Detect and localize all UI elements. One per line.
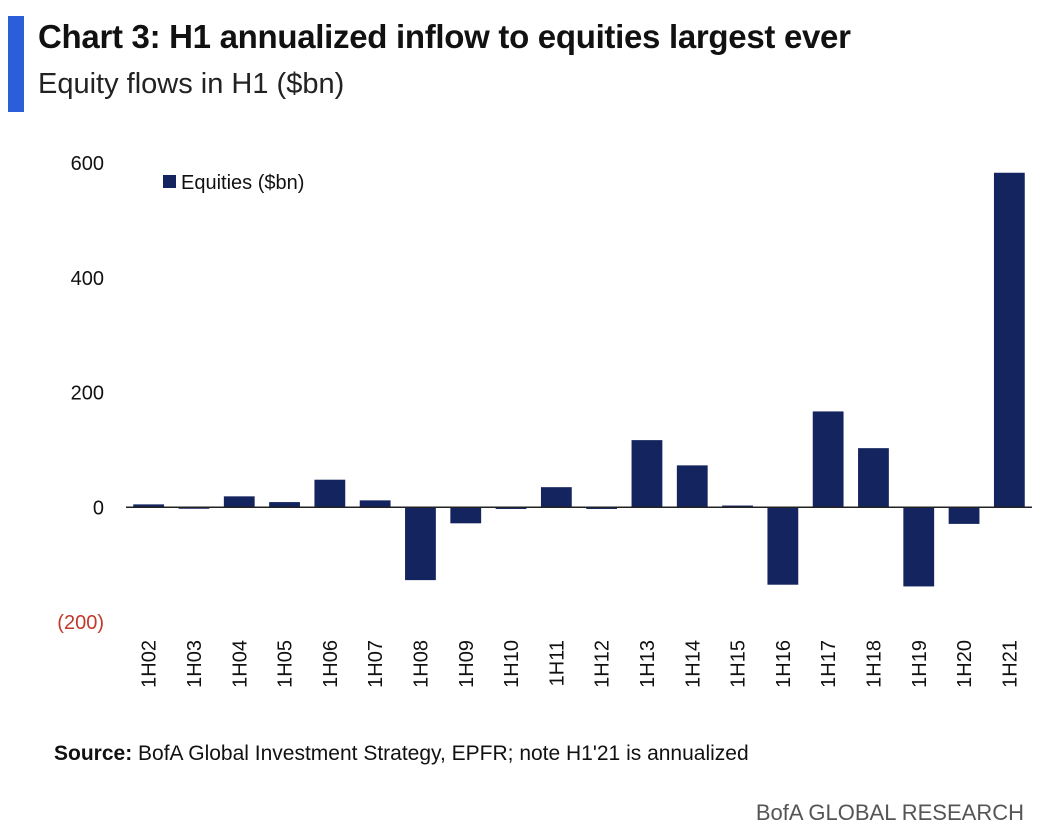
bar-1h10 [495,507,527,509]
bar-1h13 [631,440,663,508]
x-tick-label: 1H07 [365,640,387,688]
bar-1h06 [314,479,346,508]
x-tick-label: 1H15 [728,640,750,688]
x-tick-label: 1H06 [320,640,342,688]
bar-1h16 [767,507,799,585]
y-tick-label: (200) [57,612,104,634]
x-tick-label: 1H19 [909,640,931,688]
x-tick-label: 1H20 [954,640,976,688]
y-tick-label: 0 [93,497,104,519]
y-tick-label: 600 [71,153,104,175]
accent-bar [8,16,24,112]
bar-1h05 [269,502,300,508]
source-note: Source: BofA Global Investment Strategy,… [54,742,749,766]
bar-1h15 [722,505,753,508]
x-tick-label: 1H11 [546,640,568,686]
x-tick-label: 1H17 [818,640,840,688]
bar-1h07 [359,500,391,508]
source-label: Source: [54,742,133,765]
bar-1h19 [903,507,935,587]
x-tick-label: 1H13 [637,640,659,688]
x-tick-label: 1H02 [139,640,161,688]
x-tick-label: 1H12 [592,640,614,688]
bar-1h17 [812,411,844,508]
x-tick-label: 1H14 [682,640,704,688]
x-tick-label: 1H21 [999,640,1021,688]
x-tick-label: 1H16 [773,640,795,688]
legend-label: Equities ($bn) [181,172,304,194]
y-tick-label: 400 [71,268,104,290]
bar-1h21 [993,172,1025,508]
bar-1h20 [948,507,980,524]
x-tick-label: 1H09 [456,640,478,688]
x-tick-label: 1H04 [229,640,251,688]
x-tick-label: 1H10 [501,640,523,688]
bar-1h12 [586,507,618,509]
source-text: BofA Global Investment Strategy, EPFR; n… [138,742,749,765]
bar-1h09 [450,507,482,524]
chart-title: Chart 3: H1 annualized inflow to equitie… [38,18,851,55]
legend-swatch [163,175,176,188]
chart-subtitle: Equity flows in H1 ($bn) [38,68,345,100]
bar-1h14 [676,465,708,508]
x-tick-label: 1H03 [184,640,206,688]
bar-1h11 [540,487,572,508]
x-tick-label: 1H05 [275,640,297,688]
x-tick-label: 1H08 [410,640,432,688]
x-tick-label: 1H18 [863,640,885,688]
y-tick-label: 200 [71,383,104,405]
bar-1h18 [858,448,889,508]
bar-1h02 [133,504,165,508]
brand-label: BofA GLOBAL RESEARCH [755,800,1024,825]
bar-1h08 [405,507,436,581]
bar-1h04 [223,496,255,508]
